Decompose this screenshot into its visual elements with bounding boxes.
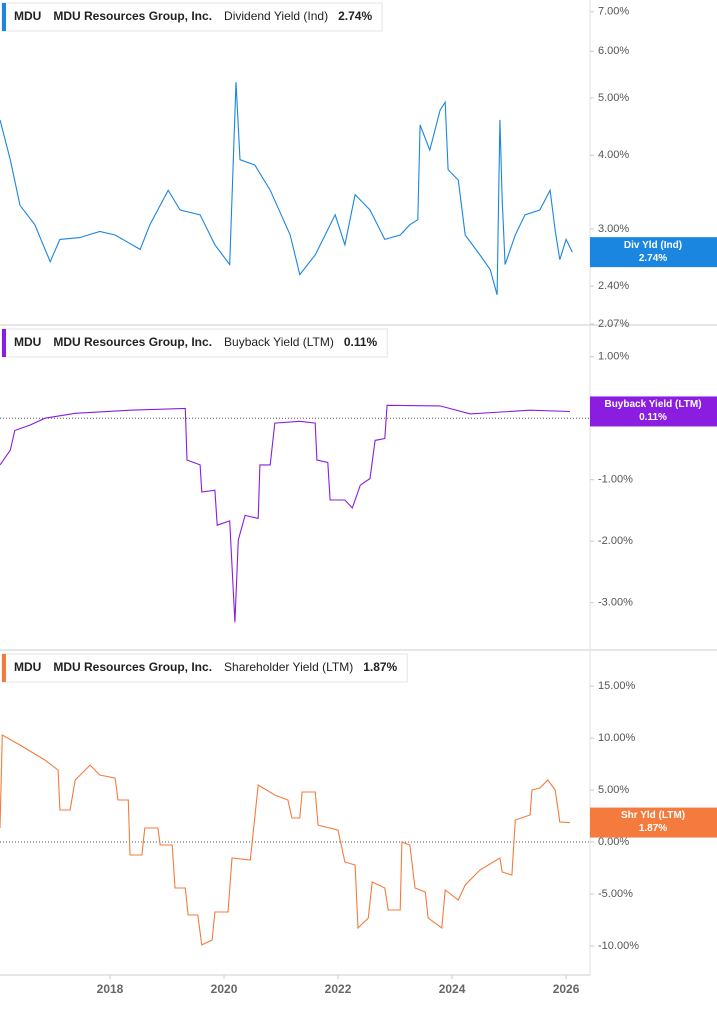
x-tick-label: 2022 [325, 982, 352, 996]
legend-box [1, 653, 408, 683]
last-value-tag-value: 2.74% [639, 253, 667, 264]
y-tick-label: 6.00% [598, 45, 629, 57]
y-tick-label: -2.00% [598, 535, 633, 547]
y-tick-label: -1.00% [598, 474, 633, 486]
y-tick-label: 2.40% [598, 280, 629, 292]
y-tick-label: -10.00% [598, 940, 639, 952]
legend-value: 0.11% [344, 335, 378, 349]
y-tick-label: 5.00% [598, 784, 629, 796]
last-value-tag-name: Buyback Yield (LTM) [604, 399, 701, 410]
legend-value: 1.87% [363, 660, 397, 674]
x-tick-label: 2024 [439, 982, 466, 996]
y-tick-label: 5.00% [598, 92, 629, 104]
legend-company: MDU Resources Group, Inc. [53, 660, 212, 674]
legend: MDU MDU Resources Group, Inc. Shareholder … [1, 653, 408, 683]
last-value-tag [590, 396, 717, 427]
y-tick-label: -5.00% [598, 888, 633, 900]
legend-company: MDU Resources Group, Inc. [53, 335, 212, 349]
legend-value: 2.74% [338, 9, 372, 23]
legend-metric: Buyback Yield (LTM) [224, 335, 334, 349]
legend-company: MDU Resources Group, Inc. [53, 9, 212, 23]
last-value-tag-name: Shr Yld (LTM) [621, 810, 685, 821]
last-value-tag [590, 807, 717, 838]
y-tick-label: 10.00% [598, 732, 636, 744]
legend-swatch [2, 654, 6, 682]
y-tick-label: 3.00% [598, 223, 629, 235]
last-value-tag-value: 1.87% [639, 823, 667, 834]
legend-metric: Shareholder Yield (LTM) [224, 660, 353, 674]
legend-box [1, 2, 383, 32]
legend: MDU MDU Resources Group, Inc. Dividend Yie… [1, 2, 383, 32]
line-series [0, 404, 571, 623]
x-tick-label: 2018 [97, 982, 124, 996]
legend-swatch [2, 3, 6, 31]
legend-ticker: MDU [14, 660, 41, 674]
y-tick-label: -3.00% [598, 597, 633, 609]
legend-swatch [2, 329, 6, 357]
y-tick-label: 0.00% [598, 836, 629, 848]
last-value-tag-value: 0.11% [639, 412, 667, 423]
legend-ticker: MDU [14, 335, 41, 349]
y-tick-label: 1.00% [598, 351, 629, 363]
y-tick-label: 4.00% [598, 149, 629, 161]
legend: MDU MDU Resources Group, Inc. Buyback Yiel… [1, 328, 388, 358]
line-series [0, 82, 573, 295]
y-tick-label: 7.00% [598, 6, 629, 18]
x-tick-label: 2020 [211, 982, 238, 996]
last-value-tag [590, 237, 717, 268]
legend-metric: Dividend Yield (Ind) [224, 9, 328, 23]
line-series [0, 734, 571, 946]
legend-ticker: MDU [14, 9, 41, 23]
last-value-tag-name: Div Yld (Ind) [624, 240, 682, 251]
y-tick-label: 2.07% [598, 318, 629, 330]
y-tick-label: 15.00% [598, 680, 636, 692]
x-tick-label: 2026 [553, 982, 580, 996]
